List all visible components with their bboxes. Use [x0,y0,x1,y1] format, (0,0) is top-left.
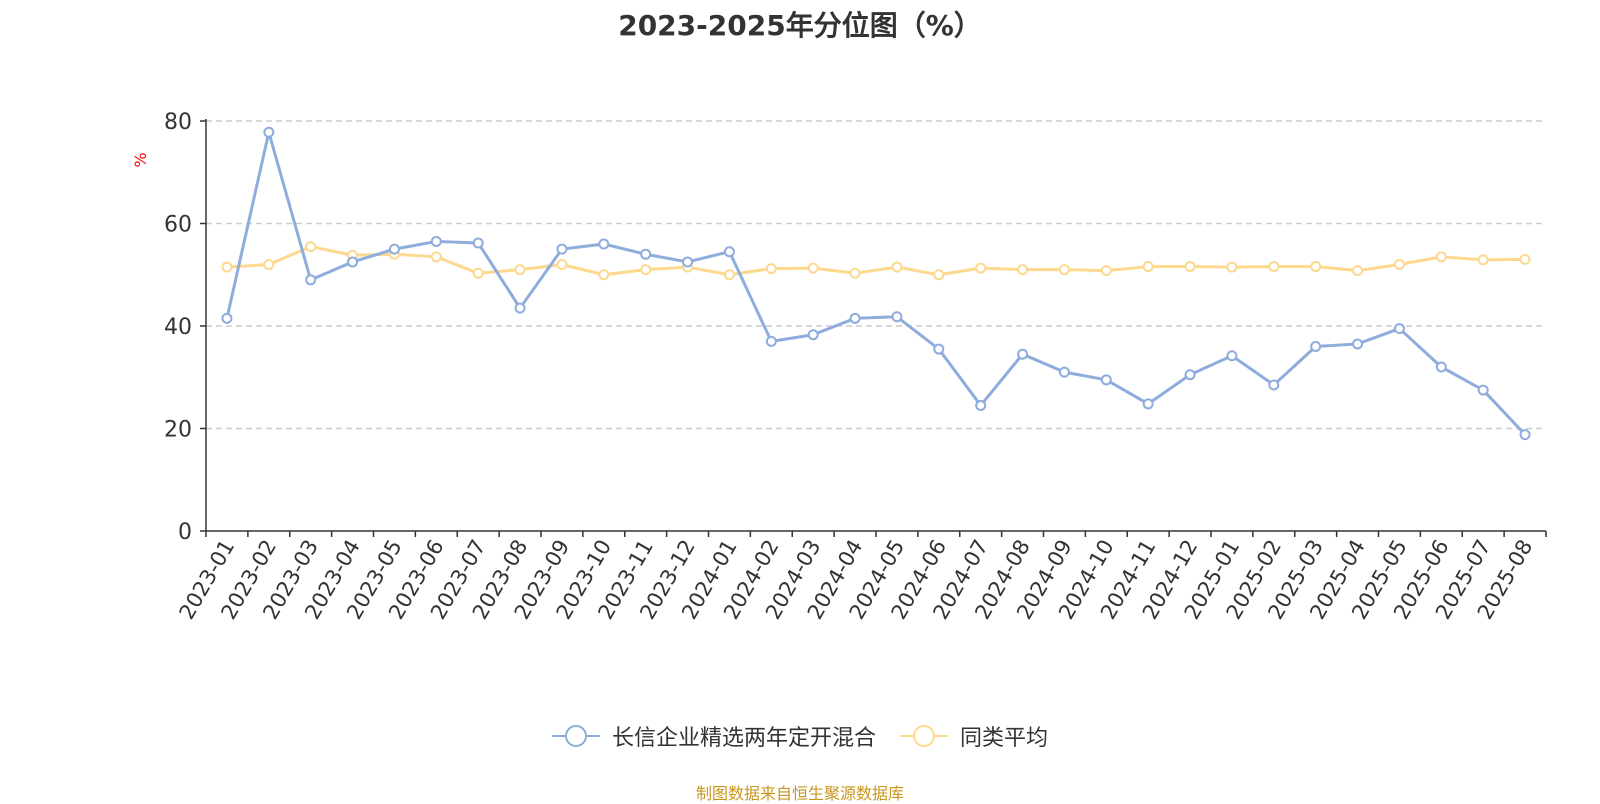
data-point [807,329,819,341]
data-point [1017,348,1029,360]
data-point [1352,338,1364,350]
data-point [1393,323,1405,335]
data-point [598,269,610,281]
data-point [1310,261,1322,273]
data-point [765,263,777,275]
data-point [723,246,735,258]
y-tick-label: 60 [164,213,192,238]
data-point [556,259,568,270]
data-point [1477,384,1489,396]
data-point [388,243,400,255]
data-point [556,243,568,255]
legend-item-fund[interactable]: 长信企业精选两年定开混合 [551,720,876,752]
data-point [807,262,819,274]
data-point [598,238,610,250]
data-point [1268,261,1280,273]
y-tick-label: 0 [178,520,192,545]
data-point [765,335,777,347]
data-point [347,256,359,268]
series-line [225,130,1527,436]
grid-lines [206,120,1546,430]
data-point [472,267,484,279]
data-point [1058,264,1070,276]
y-tick-label: 40 [164,315,192,340]
series-lines [221,126,1531,441]
data-point [891,311,903,323]
legend-swatch-average-icon [900,725,948,747]
data-point [1393,259,1405,270]
data-point [1435,251,1447,263]
data-point [975,262,987,274]
data-point [221,312,233,324]
legend-label-fund: 长信企业精选两年定开混合 [611,726,876,751]
data-point [975,399,987,411]
data-point [1519,253,1531,265]
data-point [1100,374,1112,386]
data-point [1142,261,1154,273]
data-point [472,237,484,249]
data-point [514,264,526,276]
data-point [1435,361,1447,373]
data-point [1310,341,1322,352]
data-point [1226,350,1238,362]
chart-title: 2023-2025年分位图（%） [618,9,982,42]
data-point [1142,398,1154,410]
legend-label-average: 同类平均 [960,726,1049,751]
legend-item-average[interactable]: 同类平均 [900,720,1048,752]
data-point [514,302,526,314]
y-tick-label: 20 [164,418,192,443]
data-point [430,235,442,247]
legend-swatch-fund-icon [551,725,600,747]
data-point [1519,429,1531,441]
data-point [891,261,903,273]
data-point [933,269,945,281]
y-axis-unit-label: % [131,152,150,167]
data-point [263,259,275,270]
source-note: 制图数据来自恒生聚源数据库 [695,784,904,803]
data-point [1477,254,1489,266]
data-point [933,343,945,355]
data-point [1184,261,1196,273]
legend: 长信企业精选两年定开混合 同类平均 [0,720,1600,752]
data-point [849,312,861,324]
data-point [1017,264,1029,276]
data-point [1100,265,1112,277]
data-point [640,248,652,260]
data-point [682,256,694,268]
data-point [640,264,652,276]
y-tick-label: 80 [164,110,192,135]
data-point [221,261,233,273]
data-point [263,126,275,138]
data-point [1184,369,1196,381]
data-point [723,269,735,281]
data-point [1058,366,1070,378]
data-point [1226,261,1238,273]
data-point [305,274,317,286]
data-point [849,267,861,279]
data-point [305,241,317,253]
series-line [226,245,1526,277]
axes: 0204060802023-012023-022023-032023-04202… [164,110,1547,623]
data-point [430,251,442,263]
data-point [1268,379,1280,391]
data-point [1352,265,1364,277]
